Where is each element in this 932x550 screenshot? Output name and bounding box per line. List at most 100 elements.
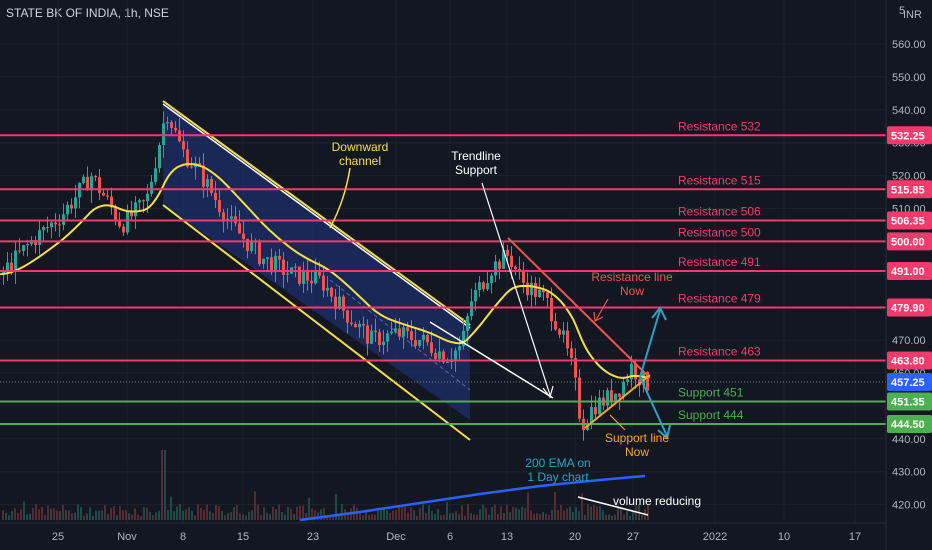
price-axis: 5INR420.00430.00440.00450.00460.00470.00… (885, 0, 932, 550)
volume-bar (476, 514, 478, 520)
volume-bar (641, 515, 643, 520)
volume-bar (68, 510, 70, 520)
candle-body (630, 363, 633, 380)
volume-bar (431, 511, 433, 520)
volume-bar (614, 514, 616, 520)
candle-body (434, 352, 437, 359)
volume-bar (464, 515, 466, 520)
level-label: Support 451 (678, 385, 744, 399)
volume-bar (524, 507, 526, 520)
volume-bar (23, 501, 25, 520)
candle-body (446, 362, 449, 364)
volume-bar (59, 511, 61, 520)
volume-bar (626, 511, 628, 520)
volume-bar (110, 508, 112, 520)
volume-bar (413, 510, 415, 520)
volume-bar (143, 507, 145, 520)
chart-title: STATE BK OF INDIA, 1h, NSE (6, 6, 169, 20)
candle-body (558, 329, 561, 335)
candle-body (502, 249, 505, 269)
note-support-line-now: Now (625, 445, 649, 459)
note-trendline-support: Support (455, 163, 498, 177)
level-label: Resistance 491 (678, 255, 761, 269)
volume-bar (242, 514, 244, 520)
candle-body (298, 266, 301, 284)
candle-body (326, 287, 329, 291)
volume-bar (635, 505, 637, 520)
x-tick-label: 13 (501, 531, 513, 543)
volume-bar (632, 511, 634, 520)
volume-bar (521, 506, 523, 520)
current-price-text: 457.25 (891, 377, 925, 389)
level-label: Resistance 506 (678, 205, 761, 219)
volume-bar (119, 506, 121, 520)
candle-body (138, 200, 141, 203)
candle-body (622, 381, 625, 398)
x-tick-label: 23 (307, 531, 319, 543)
candle-body (6, 262, 9, 272)
volume-bar (329, 515, 331, 520)
volume-bar (338, 513, 340, 520)
volume-bar (323, 508, 325, 520)
candle-body (158, 144, 161, 169)
candle-body (546, 292, 549, 298)
volume-bar (53, 508, 55, 520)
volume-bar (197, 504, 199, 520)
volume-bar (113, 506, 115, 520)
volume-bar (587, 504, 589, 520)
candle-body (282, 259, 285, 275)
horizontal-levels: Resistance 532 Resistance 515 Resistance 5… (0, 119, 886, 425)
candle-body (362, 323, 365, 326)
volume-bar (161, 450, 163, 520)
currency-unit: INR (903, 9, 922, 21)
volume-bar (389, 512, 391, 520)
price-badge (887, 126, 932, 145)
note-downward-channel: channel (339, 154, 381, 168)
volume-bar (98, 510, 100, 520)
volume-bar (557, 509, 559, 520)
candle-body (414, 340, 417, 346)
volume-bar (419, 507, 421, 520)
volume-bar (152, 515, 154, 520)
volume-bar (383, 507, 385, 520)
candle-body (438, 351, 441, 359)
volume-bar (404, 506, 406, 520)
volume-bar (254, 491, 256, 520)
volume-bar (536, 513, 538, 520)
price-badge (887, 414, 932, 433)
volume-bar (11, 511, 13, 520)
candle-body (454, 350, 457, 360)
volume-bar (410, 507, 412, 520)
volume-bar (5, 513, 7, 520)
volume-bar (572, 511, 574, 520)
volume-bar (275, 508, 277, 520)
candle-body (406, 327, 409, 332)
volume-bar (218, 506, 220, 520)
volume-bars (2, 450, 649, 520)
volume-bar (575, 506, 577, 520)
candle-body (162, 123, 165, 145)
y-tick-label: 540.00 (892, 105, 926, 117)
volume-bar (188, 506, 190, 520)
level-label: Resistance 479 (678, 292, 761, 306)
volume-bar (491, 506, 493, 520)
volume-bar (356, 507, 358, 520)
candle-body (426, 334, 429, 343)
candle-body (390, 331, 393, 334)
volume-bar (50, 508, 52, 520)
price-badge (887, 211, 932, 230)
trendline-arrowhead (542, 385, 554, 399)
volume-bar (593, 504, 595, 520)
volume-bar (326, 515, 328, 520)
trendline-arrow (481, 182, 551, 396)
volume-bar (260, 514, 262, 520)
candle-body (22, 245, 25, 252)
volume-bar (296, 506, 298, 520)
volume-bar (122, 510, 124, 520)
volume-bar (449, 513, 451, 520)
candle-body (198, 163, 201, 166)
volume-bar (395, 510, 397, 520)
x-tick-label: Nov (117, 531, 137, 543)
volume-bar (8, 515, 10, 520)
